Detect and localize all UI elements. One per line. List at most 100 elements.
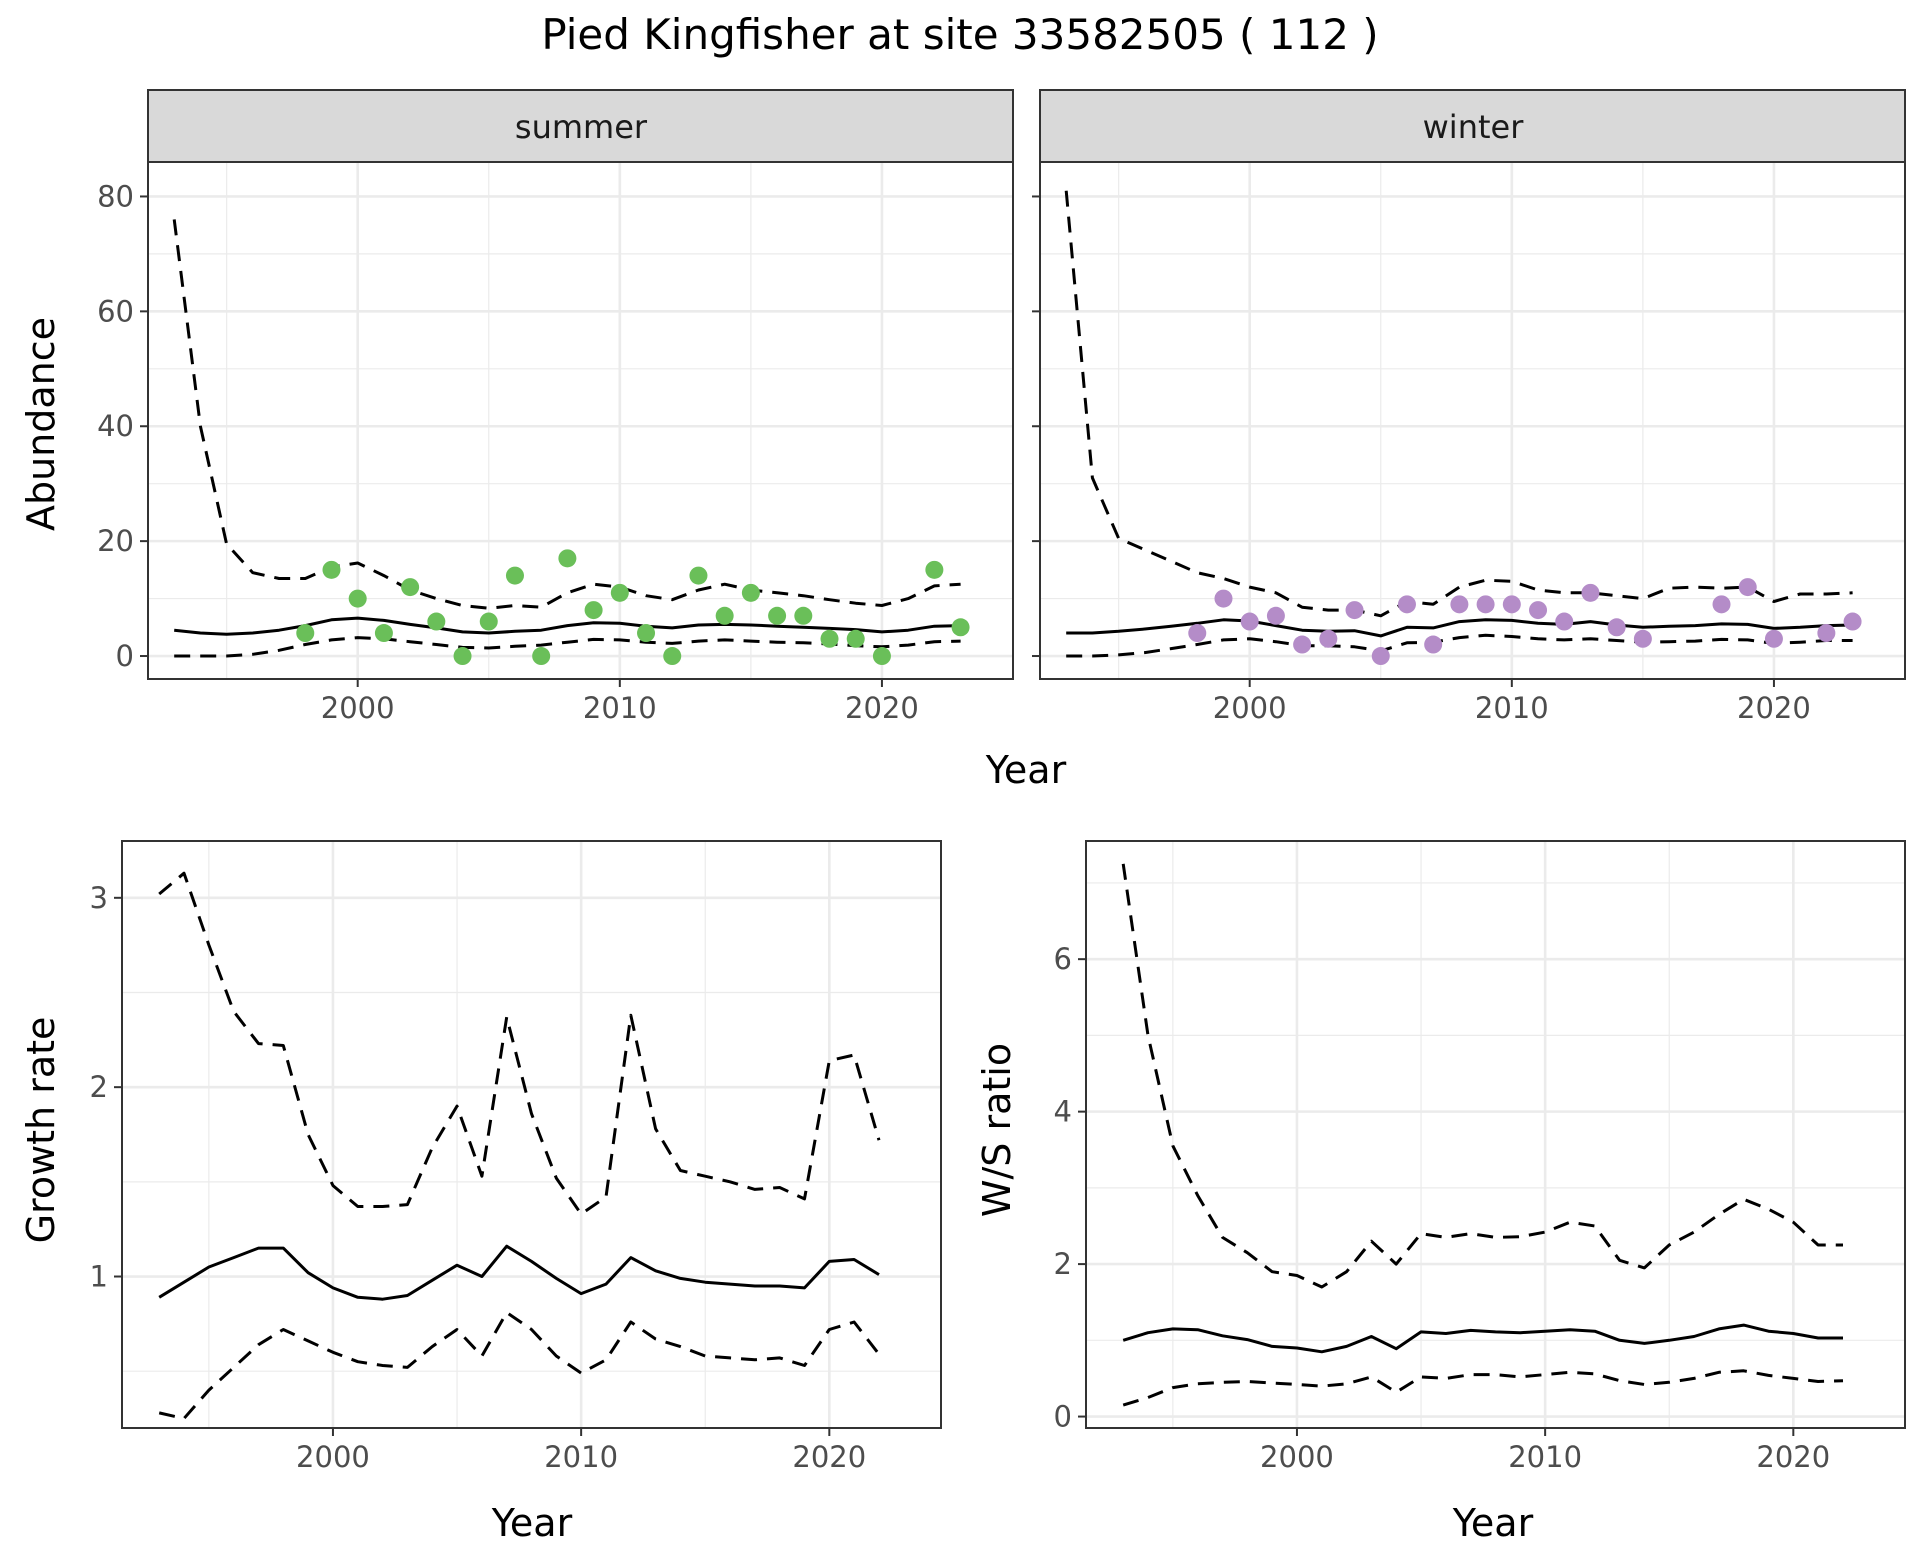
plot-background xyxy=(148,162,1013,679)
x-tick-label: 2010 xyxy=(1475,691,1549,725)
data-point-winter xyxy=(1240,612,1259,631)
figure-title: Pied Kingfisher at site 33582505 ( 112 ) xyxy=(541,10,1378,59)
panel-border xyxy=(1085,840,1906,1429)
data-point-winter xyxy=(1817,624,1836,643)
x-tick-label: 2020 xyxy=(1737,691,1811,725)
panel-growth: 2000 2010 2020 1 2 3 xyxy=(90,840,942,1474)
x-tick-label: 2000 xyxy=(1213,691,1287,725)
data-point-summer xyxy=(505,566,524,585)
data-point-summer xyxy=(820,629,839,648)
y-tick-label: 60 xyxy=(97,294,134,328)
data-point-winter xyxy=(1450,595,1469,614)
data-point-winter xyxy=(1188,624,1207,643)
strip-label-summer: summer xyxy=(515,108,648,146)
panel-summer: 2000 2010 2020 0 20 40 60 80 xyxy=(97,89,1014,725)
data-point-summer xyxy=(951,618,970,637)
data-point-summer xyxy=(663,647,682,666)
y-tick-label: 80 xyxy=(97,179,134,213)
strip-winter xyxy=(1039,89,1906,163)
data-point-winter xyxy=(1581,583,1600,602)
data-point-winter xyxy=(1633,629,1652,648)
y-tick-label: 2 xyxy=(90,1070,108,1104)
interval-line-winter xyxy=(1066,633,1853,658)
panel-ws_ratio: 2000 2010 2020 0 2 4 6 xyxy=(1054,840,1906,1474)
data-point-summer xyxy=(427,612,446,631)
data-point-summer xyxy=(322,560,341,579)
data-point-winter xyxy=(1843,612,1862,631)
interval-line-summer xyxy=(172,219,961,610)
data-point-summer xyxy=(401,578,420,597)
y-tick-label: 2 xyxy=(1054,1247,1072,1281)
data-point-winter xyxy=(1293,635,1312,654)
data-point-winter xyxy=(1607,618,1626,637)
interval-line-ws_ratio xyxy=(1121,863,1843,1289)
growth-y-axis-title: Growth rate xyxy=(19,1017,63,1244)
data-point-winter xyxy=(1738,578,1757,597)
y-tick-label: 3 xyxy=(90,881,108,915)
x-tick-label: 2020 xyxy=(1756,1440,1830,1474)
x-tick-label: 2000 xyxy=(1260,1440,1334,1474)
median-line-winter xyxy=(1066,618,1853,638)
ws-y-axis-title: W/S ratio xyxy=(975,1043,1019,1217)
data-point-summer xyxy=(558,549,577,568)
data-point-summer xyxy=(532,647,551,666)
panel-border xyxy=(1039,161,1906,680)
data-point-summer xyxy=(348,589,367,608)
y-tick-label: 0 xyxy=(1054,1400,1072,1434)
data-point-winter xyxy=(1764,629,1783,648)
data-point-summer xyxy=(637,624,656,643)
x-tick-label: 2000 xyxy=(321,691,395,725)
interval-line-ws_ratio xyxy=(1122,1369,1844,1407)
data-point-winter xyxy=(1476,595,1495,614)
y-tick-label: 20 xyxy=(97,524,134,558)
data-point-winter xyxy=(1712,595,1731,614)
y-tick-label: 40 xyxy=(97,409,134,443)
x-tick-label: 2000 xyxy=(296,1440,370,1474)
median-line-growth xyxy=(158,1244,880,1301)
data-point-winter xyxy=(1266,606,1285,625)
data-point-winter xyxy=(1371,647,1390,666)
data-point-winter xyxy=(1529,601,1548,620)
data-point-summer xyxy=(296,624,315,643)
data-point-summer xyxy=(715,606,734,625)
panel-border xyxy=(121,840,942,1429)
data-point-summer xyxy=(689,566,708,585)
y-tick-label: 0 xyxy=(116,639,134,673)
panel-winter: 2000 2010 2020 xyxy=(1032,89,1906,725)
x-tick-label: 2020 xyxy=(845,691,919,725)
data-point-summer xyxy=(479,612,498,631)
strip-summer xyxy=(147,89,1014,163)
data-point-summer xyxy=(846,629,865,648)
panel-border xyxy=(147,161,1014,680)
plot-background xyxy=(122,841,941,1428)
x-tick-label: 2020 xyxy=(792,1440,866,1474)
data-point-winter xyxy=(1502,595,1521,614)
data-point-summer xyxy=(374,624,393,643)
data-point-summer xyxy=(741,583,760,602)
data-point-winter xyxy=(1397,595,1416,614)
data-point-summer xyxy=(610,583,629,602)
data-point-winter xyxy=(1345,601,1364,620)
data-point-summer xyxy=(453,647,472,666)
data-point-summer xyxy=(925,560,944,579)
y-tick-label: 6 xyxy=(1054,942,1072,976)
top-x-axis-title: Year xyxy=(985,748,1067,792)
x-tick-label: 2010 xyxy=(1508,1440,1582,1474)
growth-x-axis-title: Year xyxy=(491,1501,573,1545)
data-point-winter xyxy=(1319,629,1338,648)
x-tick-label: 2010 xyxy=(544,1440,618,1474)
data-point-summer xyxy=(794,606,813,625)
data-point-winter xyxy=(1555,612,1574,631)
median-line-ws_ratio xyxy=(1122,1323,1843,1354)
interval-line-growth xyxy=(158,871,881,1216)
data-point-summer xyxy=(872,647,891,666)
top-y-axis-title: Abundance xyxy=(19,317,63,531)
data-point-winter xyxy=(1214,589,1233,608)
ws-x-axis-title: Year xyxy=(1452,1501,1534,1545)
strip-label-winter: winter xyxy=(1423,108,1525,146)
data-point-summer xyxy=(768,606,787,625)
data-point-summer xyxy=(584,601,603,620)
y-tick-label: 1 xyxy=(90,1260,108,1294)
